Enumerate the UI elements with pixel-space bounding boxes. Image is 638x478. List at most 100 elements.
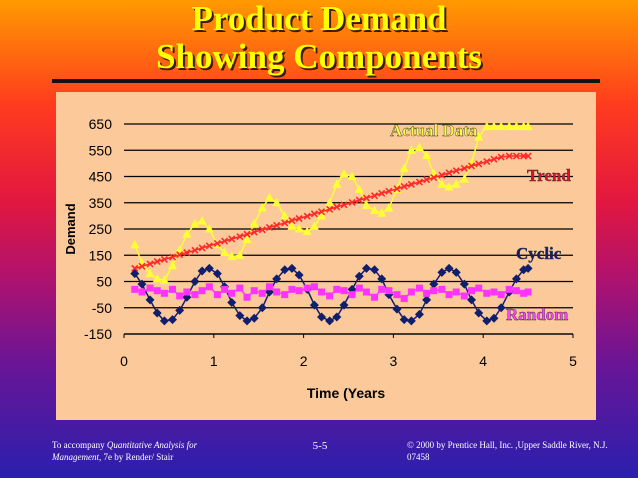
data-point-random [430, 287, 438, 295]
data-point-actual [249, 218, 259, 228]
y-axis-title: Demand [63, 203, 78, 254]
data-point-random [228, 289, 236, 297]
data-point-actual [190, 218, 200, 228]
data-point-cyclic [212, 269, 222, 279]
data-point-cyclic [249, 313, 259, 323]
data-point-random [176, 292, 184, 300]
data-point-random [146, 284, 154, 292]
data-point-actual [294, 224, 304, 233]
data-point-random [281, 291, 289, 299]
data-point-actual [482, 121, 492, 131]
data-point-trend [131, 264, 139, 272]
data-point-actual [406, 145, 416, 154]
data-point-actual [257, 203, 267, 212]
data-point-actual [474, 132, 484, 141]
data-point-random [333, 285, 341, 293]
data-point-cyclic [361, 263, 371, 273]
data-point-actual [422, 150, 432, 159]
data-point-cyclic [399, 315, 409, 325]
data-point-random [362, 288, 370, 296]
data-point-cyclic [294, 270, 304, 280]
series-trend [131, 152, 532, 272]
data-point-actual [264, 192, 274, 201]
data-point-random [520, 289, 528, 297]
data-point-actual [272, 197, 282, 207]
data-point-actual [384, 203, 394, 212]
data-point-cyclic [482, 316, 492, 326]
data-point-trend [176, 251, 184, 259]
data-point-actual [451, 179, 461, 188]
data-point-random [258, 289, 266, 297]
data-point-actual [437, 179, 447, 188]
data-point-trend [281, 219, 289, 227]
data-point-trend [438, 171, 446, 179]
data-point-cyclic [317, 312, 327, 322]
data-point-cyclic [489, 313, 499, 323]
data-point-trend [221, 237, 229, 245]
data-point-random [415, 284, 423, 292]
data-point-random [250, 287, 258, 295]
data-point-cyclic [370, 265, 380, 275]
data-point-actual [204, 224, 214, 233]
data-point-trend [460, 164, 468, 172]
data-point-cyclic [190, 277, 200, 286]
data-point-random [153, 287, 161, 295]
data-point-trend [250, 228, 258, 236]
data-point-actual [511, 121, 521, 131]
data-point-cyclic [523, 263, 533, 273]
data-point-trend [310, 210, 318, 218]
data-point-random [348, 291, 356, 299]
slide-title-line-1: Product Demand [191, 0, 447, 38]
data-point-cyclic [325, 316, 335, 326]
x-tick-label: 3 [390, 353, 398, 369]
data-point-random [138, 288, 146, 296]
x-axis-title: Time (Years [307, 385, 386, 401]
data-point-cyclic [354, 271, 364, 281]
data-point-trend [452, 167, 460, 175]
data-point-actual [309, 221, 319, 230]
data-point-trend [445, 169, 453, 177]
data-point-trend [370, 192, 379, 200]
data-point-random [340, 287, 348, 295]
data-point-cyclic [444, 263, 454, 273]
data-point-cyclic [511, 274, 521, 284]
data-point-random [407, 288, 415, 296]
data-point-actual [227, 251, 237, 261]
data-point-actual [504, 121, 514, 131]
data-point-trend [348, 198, 356, 207]
data-point-actual [370, 205, 380, 215]
data-point-actual [361, 200, 371, 209]
data-point-cyclic [332, 312, 342, 322]
x-tick-label: 2 [300, 353, 308, 369]
data-point-actual [444, 182, 454, 191]
data-point-trend [423, 176, 431, 184]
data-point-random [310, 283, 318, 291]
x-tick-label: 4 [479, 353, 487, 369]
data-point-cyclic [257, 303, 267, 313]
data-point-trend [317, 208, 326, 216]
data-point-trend [295, 214, 303, 223]
data-point-cyclic [339, 300, 349, 310]
data-point-trend [475, 160, 483, 168]
data-point-random [265, 283, 273, 291]
data-point-cyclic [437, 267, 447, 277]
data-point-trend [415, 178, 424, 186]
data-point-cyclic [451, 267, 461, 277]
data-point-actual [145, 268, 155, 278]
title-divider [52, 79, 600, 83]
data-point-random [385, 287, 393, 295]
data-point-trend [146, 260, 154, 268]
data-point-cyclic [459, 279, 469, 289]
data-point-cyclic [242, 316, 252, 326]
data-point-trend [138, 262, 146, 270]
data-point-random [326, 292, 334, 300]
data-point-random [423, 289, 431, 297]
data-point-trend [258, 226, 266, 234]
data-point-trend [160, 255, 168, 264]
data-point-actual [182, 229, 192, 238]
y-tick-label: 450 [89, 169, 113, 185]
data-point-cyclic [496, 303, 506, 313]
y-tick-label: 250 [89, 221, 113, 237]
data-point-actual [317, 210, 327, 220]
